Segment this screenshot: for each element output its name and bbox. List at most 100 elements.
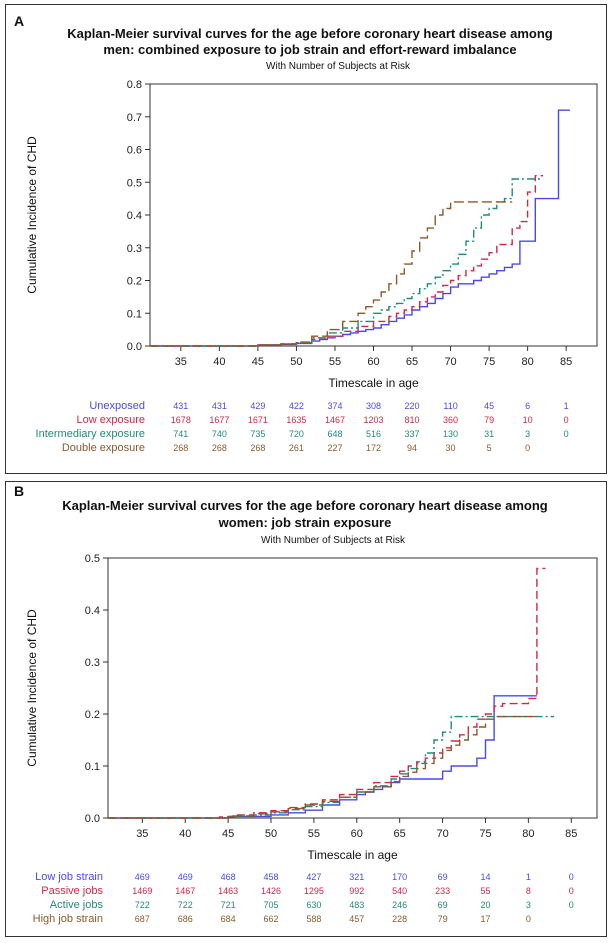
chart-subtitle: With Number of Subjects at Risk <box>261 535 406 546</box>
risk-table-value: 458 <box>263 872 278 882</box>
series-line-passive-jobs <box>108 567 546 819</box>
risk-table-value: 30 <box>446 443 456 453</box>
x-tick-label: 75 <box>479 828 491 840</box>
risk-table-value: 992 <box>349 886 364 896</box>
risk-table-value: 110 <box>443 401 457 411</box>
risk-table-value: 662 <box>263 914 278 924</box>
risk-table-value: 17 <box>480 914 490 924</box>
panel-b: B Kaplan-Meier survival curves for the ag… <box>14 483 598 925</box>
y-tick-label: 0.5 <box>85 553 100 565</box>
panel-a: A Kaplan-Meier survival curves for the ag… <box>14 13 598 454</box>
risk-table-value: 94 <box>407 443 417 453</box>
risk-table-value: 540 <box>392 886 407 896</box>
y-tick-label: 0.3 <box>127 243 142 255</box>
risk-table-value: 69 <box>438 900 448 910</box>
risk-table-value: 69 <box>438 872 448 882</box>
panel-label: B <box>14 483 24 499</box>
risk-table-value: 588 <box>306 914 321 924</box>
y-tick-label: 0.4 <box>127 210 142 222</box>
x-tick-label: 35 <box>136 828 148 840</box>
risk-table-value: 5 <box>487 443 492 453</box>
risk-table-value: 516 <box>366 429 381 439</box>
risk-table-value: 3 <box>525 429 530 439</box>
risk-table-series-name: Intermediary exposure <box>36 428 145 440</box>
risk-table-value: 431 <box>212 401 227 411</box>
risk-table-series-name: Low exposure <box>77 414 146 426</box>
risk-table-value: 337 <box>405 429 420 439</box>
chart-subtitle: With Number of Subjects at Risk <box>266 61 411 72</box>
risk-table-value: 1467 <box>175 886 195 896</box>
risk-table-value: 630 <box>306 900 321 910</box>
risk-table-value: 0 <box>564 415 569 425</box>
risk-table-series-name: Passive jobs <box>41 885 103 897</box>
series-line-high-job-strain <box>108 715 537 819</box>
y-tick-label: 0.6 <box>127 145 142 157</box>
risk-table-value: 740 <box>212 429 227 439</box>
risk-table-value: 227 <box>327 443 342 453</box>
risk-table-value: 741 <box>173 429 188 439</box>
risk-table-value: 1671 <box>248 415 268 425</box>
risk-table-value: 79 <box>438 914 448 924</box>
risk-table-value: 246 <box>392 900 407 910</box>
risk-table-value: 1426 <box>261 886 281 896</box>
plot-area-frame <box>149 83 598 347</box>
risk-table-value: 55 <box>480 886 490 896</box>
x-axis-label: Timescale in age <box>328 376 419 390</box>
risk-table-value: 6 <box>525 401 530 411</box>
x-tick-label: 60 <box>367 356 379 368</box>
risk-table-value: 0 <box>526 914 531 924</box>
y-axis-label: Cumulative Incidence of CHD <box>25 609 39 767</box>
x-tick-label: 85 <box>565 828 577 840</box>
y-tick-label: 0.2 <box>127 276 142 288</box>
risk-table-value: 735 <box>250 429 265 439</box>
x-axis-label: Timescale in age <box>307 848 398 862</box>
risk-table-value: 1678 <box>171 415 191 425</box>
x-tick-label: 45 <box>222 828 234 840</box>
risk-table-value: 233 <box>435 886 450 896</box>
y-tick-label: 0.0 <box>85 813 100 825</box>
x-tick-label: 80 <box>522 356 534 368</box>
y-tick-label: 0.3 <box>85 657 100 669</box>
risk-table-series-name: Unexposed <box>89 400 145 412</box>
risk-table-value: 261 <box>289 443 304 453</box>
risk-table-series-name: Double exposure <box>62 442 145 454</box>
chart-title-line1: Kaplan-Meier survival curves for the age… <box>62 498 548 513</box>
risk-table-value: 268 <box>173 443 188 453</box>
risk-table-value: 468 <box>221 872 236 882</box>
x-tick-label: 70 <box>436 828 448 840</box>
y-tick-label: 0.1 <box>127 308 142 320</box>
risk-table-value: 722 <box>135 900 150 910</box>
risk-table-value: 721 <box>221 900 236 910</box>
x-tick-label: 45 <box>252 356 264 368</box>
risk-table-series-name: Active jobs <box>50 899 104 911</box>
risk-table-value: 321 <box>349 872 364 882</box>
y-tick-label: 0.0 <box>127 341 142 353</box>
risk-table-value: 220 <box>405 401 420 411</box>
risk-table-value: 20 <box>480 900 490 910</box>
panel-b-frame <box>5 481 607 937</box>
risk-table-value: 722 <box>178 900 193 910</box>
panel-label: A <box>14 13 24 29</box>
y-tick-label: 0.2 <box>85 709 100 721</box>
series-line-low-exposure <box>150 175 544 347</box>
risk-table-value: 45 <box>484 401 494 411</box>
risk-table-value: 684 <box>221 914 236 924</box>
risk-table-value: 170 <box>392 872 407 882</box>
y-tick-label: 0.4 <box>85 605 100 617</box>
x-tick-label: 85 <box>560 356 572 368</box>
y-tick-label: 0.5 <box>127 177 142 189</box>
risk-table-value: 3 <box>526 900 531 910</box>
risk-table-value: 1295 <box>304 886 324 896</box>
x-tick-label: 35 <box>175 356 187 368</box>
x-tick-label: 65 <box>394 828 406 840</box>
series-line-intermediary-exposure <box>150 178 544 347</box>
risk-table-value: 810 <box>405 415 420 425</box>
risk-table-value: 483 <box>349 900 364 910</box>
chart-title-line2: men: combined exposure to job strain and… <box>103 42 516 57</box>
x-tick-label: 55 <box>329 356 341 368</box>
risk-table-value: 1 <box>526 872 531 882</box>
risk-table-value: 686 <box>178 914 193 924</box>
series-line-unexposed <box>150 109 570 347</box>
risk-table-value: 1635 <box>286 415 306 425</box>
